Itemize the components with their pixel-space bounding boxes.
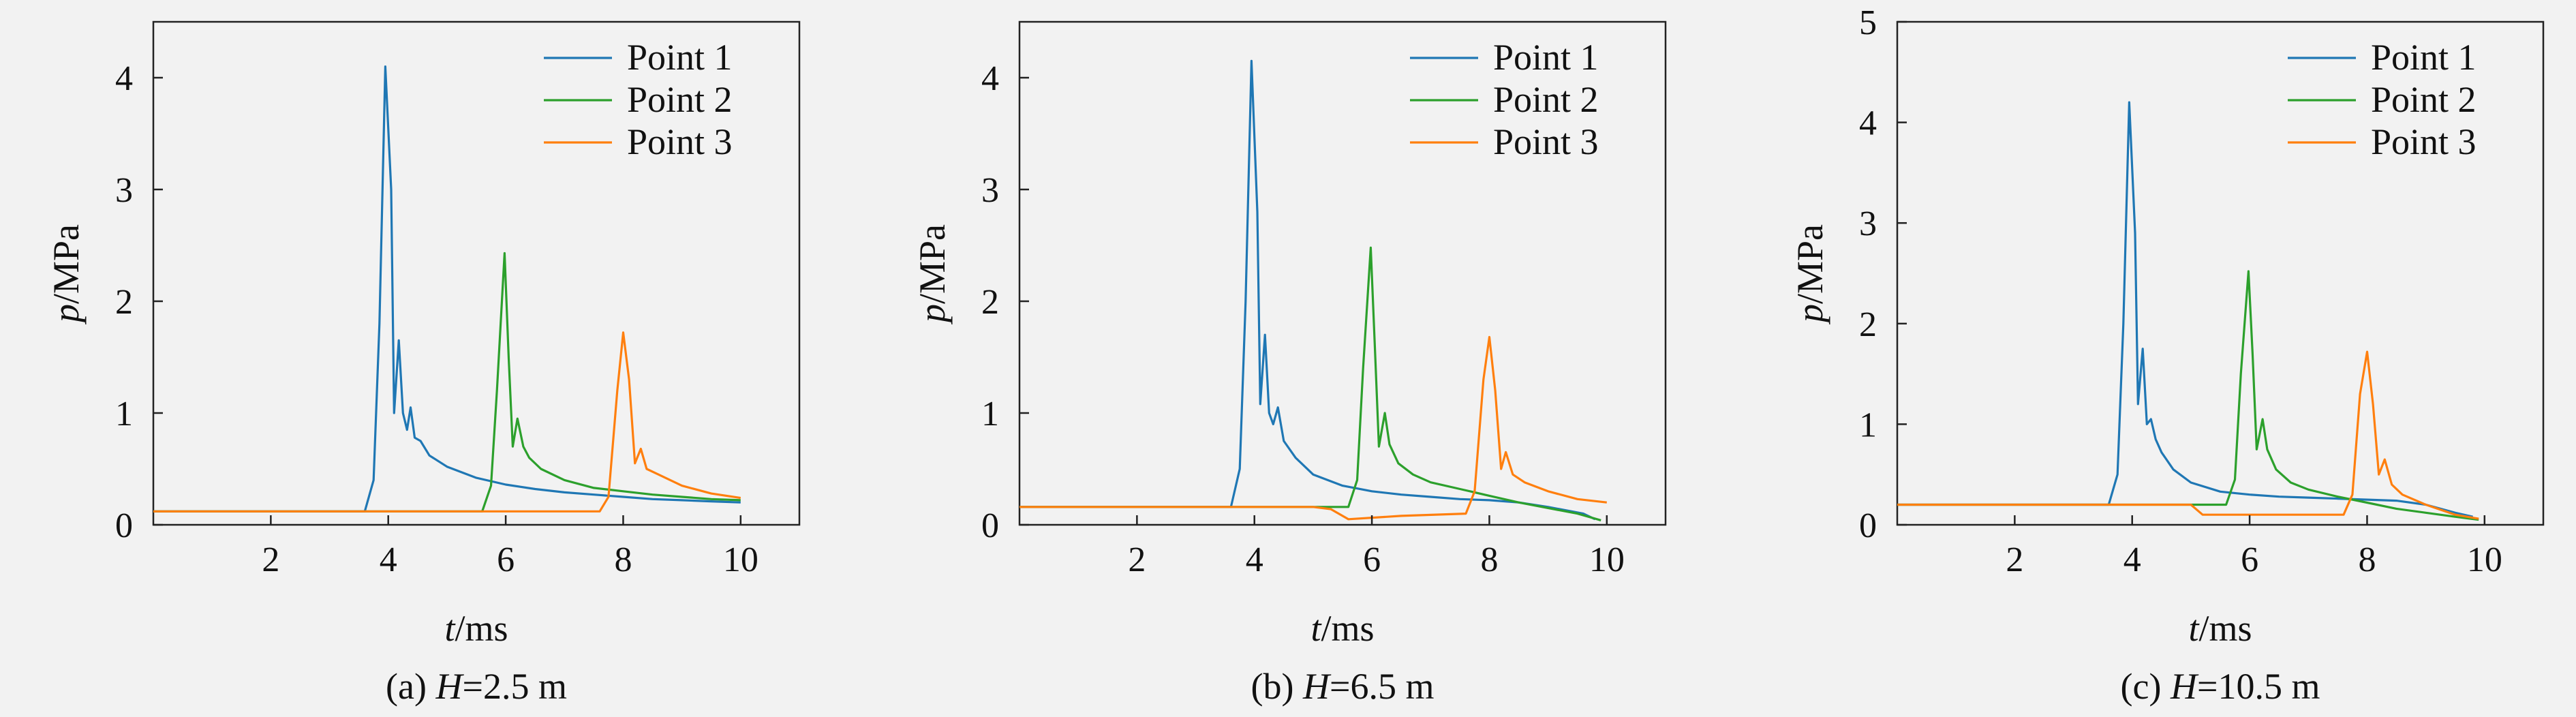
y-tick-label: 2 [1859,305,1877,344]
series-line-point-1 [1897,101,2473,518]
y-axis-label-var: p [1790,304,1830,325]
legend-label: Point 2 [2371,79,2477,120]
legend-label: Point 3 [2371,121,2477,162]
legend-label: Point 2 [627,79,733,120]
series-line-point-1 [1019,59,1596,521]
y-tick-label: 1 [115,395,133,433]
y-axis-label-var: p [46,304,87,325]
caption-variable: H [2170,666,2199,707]
x-tick-label: 4 [380,540,397,579]
caption-value: =10.5 m [2197,666,2320,707]
caption-prefix: (c) [2121,666,2171,707]
legend-label: Point 3 [627,121,733,162]
x-tick-label: 6 [497,540,515,579]
y-axis-label: p/MPa [46,224,87,325]
y-tick-label: 4 [115,59,133,98]
legend-label: Point 1 [2371,37,2477,78]
panel-caption: (a) H=2.5 m [386,666,567,707]
y-axis-label-unit: /MPa [912,224,953,304]
y-tick-label: 5 [1859,3,1877,42]
plot-frame [1018,20,1667,526]
x-tick-label: 10 [1589,540,1625,579]
x-tick-label: 2 [2006,540,2023,579]
legend-label: Point 3 [1493,121,1599,162]
caption-variable: H [1302,666,1332,707]
x-tick-label: 10 [723,540,758,579]
x-tick-label: 2 [1128,540,1146,579]
y-tick-label: 3 [1859,204,1877,243]
y-tick-label: 1 [981,395,999,433]
panel-caption: (c) H=10.5 m [2121,666,2320,707]
x-tick-label: 10 [2467,540,2502,579]
series-line-point-2 [153,251,741,513]
x-axis-label-var: t [1310,608,1322,649]
x-tick-label: 2 [262,540,279,579]
y-tick-label: 0 [115,506,133,545]
legend-label: Point 1 [627,37,733,78]
panel-caption: (b) H=6.5 m [1251,666,1435,707]
y-tick-label: 4 [981,59,999,98]
x-tick-label: 6 [1363,540,1381,579]
legend-label: Point 2 [1493,79,1599,120]
series-line-point-2 [1897,270,2479,521]
x-axis-label-var: t [2188,608,2200,649]
plot-frame [1896,20,2545,526]
x-tick-label: 8 [614,540,632,579]
caption-prefix: (b) [1251,666,1303,707]
plot-frame [152,20,801,526]
y-tick-label: 1 [1859,406,1877,444]
caption-prefix: (a) [386,666,435,707]
series-lines [1897,101,2479,521]
x-tick-label: 4 [1246,540,1263,579]
y-tick-label: 0 [981,506,999,545]
series-line-point-3 [153,331,741,513]
x-axis-label-unit: /ms [1321,608,1374,649]
caption-value: =2.5 m [462,666,566,707]
y-tick-label: 4 [1859,104,1877,143]
x-tick-label: 8 [2358,540,2376,579]
x-axis-label-unit: /ms [455,608,508,649]
series-line-point-3 [1019,335,1607,521]
x-axis-label: t/ms [444,608,508,649]
y-axis-label-var: p [912,304,953,325]
x-tick-label: 8 [1480,540,1498,579]
y-axis-label: p/MPa [912,224,953,325]
series-line-point-3 [1897,350,2479,520]
x-axis-label: t/ms [1310,608,1374,649]
x-axis-label: t/ms [2188,608,2252,649]
x-axis-label-unit: /ms [2198,608,2252,649]
series-lines [153,65,741,513]
x-axis-label-var: t [444,608,456,649]
y-tick-label: 2 [115,283,133,322]
x-tick-label: 4 [2123,540,2141,579]
series-lines [1019,59,1607,521]
series-line-point-1 [153,65,741,513]
y-tick-label: 2 [981,283,999,322]
caption-variable: H [435,666,464,707]
legend-label: Point 1 [1493,37,1599,78]
y-tick-label: 3 [115,171,133,210]
y-axis-label-unit: /MPa [1790,224,1830,304]
series-line-point-2 [1019,246,1601,521]
caption-value: =6.5 m [1330,666,1434,707]
y-tick-label: 0 [1859,506,1877,545]
y-axis-label-unit: /MPa [46,224,87,304]
y-axis-label: p/MPa [1790,224,1830,325]
x-tick-label: 6 [2241,540,2258,579]
y-tick-label: 3 [981,171,999,210]
